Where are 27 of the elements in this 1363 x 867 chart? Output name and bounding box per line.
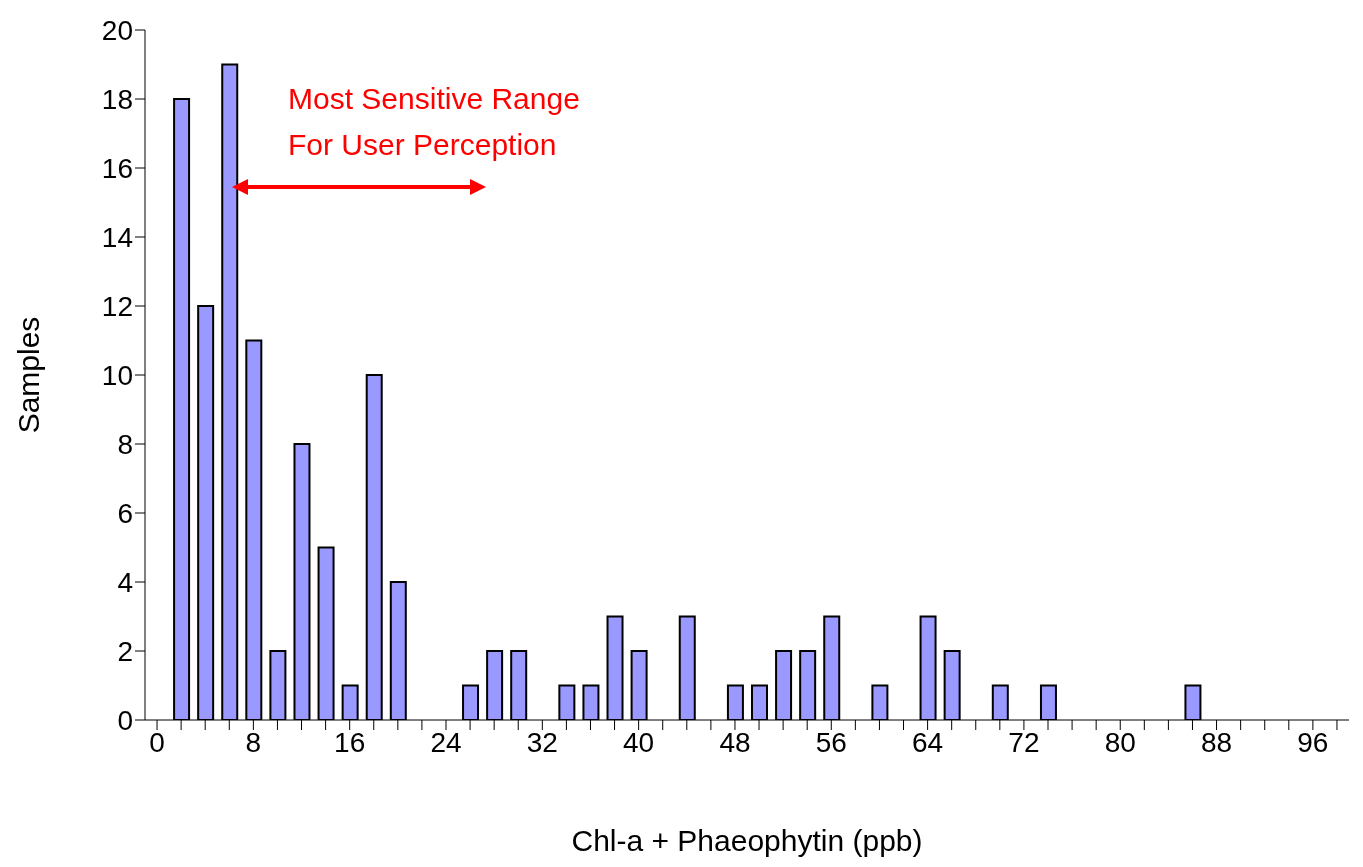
x-tick-label: 16: [334, 726, 366, 758]
y-axis-title: Samples: [11, 316, 45, 434]
x-tick-label: 88: [1200, 726, 1233, 758]
y-tick-label: 12: [101, 290, 133, 322]
x-tick-label: 64: [912, 726, 944, 758]
y-tick-label: 14: [101, 221, 133, 253]
x-tick-label: 40: [623, 726, 655, 758]
annotation: Most Sensitive Range For User Perception: [288, 81, 580, 163]
x-axis-title: Chl-a + Phaeophytin (ppb): [571, 824, 923, 857]
y-tick-label: 8: [117, 428, 133, 460]
y-tick-label: 6: [117, 497, 133, 529]
x-tick-label: 48: [719, 726, 751, 758]
x-tick-label: 32: [526, 726, 558, 758]
y-tick-label: 4: [117, 566, 133, 598]
x-tick-label: 24: [430, 726, 462, 758]
x-tick-label: 56: [815, 726, 847, 758]
y-tick-label: 16: [101, 152, 133, 184]
x-tick-label: 80: [1104, 726, 1136, 758]
y-tick-label: 2: [117, 635, 133, 667]
x-tick-label: 0: [149, 726, 165, 758]
x-tick-label: 96: [1297, 726, 1329, 758]
x-tick-label: 72: [1008, 726, 1040, 758]
x-tick-label: 8: [245, 726, 262, 758]
y-tick-label: 0: [117, 704, 133, 736]
y-tick-label: 10: [101, 359, 133, 391]
y-tick-label: 18: [101, 83, 133, 115]
y-tick-label: 20: [101, 14, 133, 46]
